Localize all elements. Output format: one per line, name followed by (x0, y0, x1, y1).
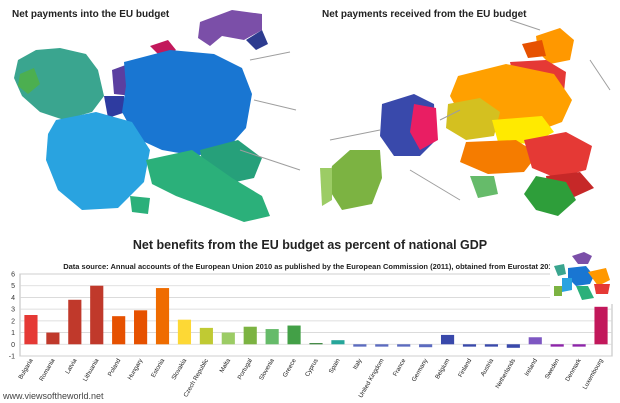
right-map-title: Net payments received from the EU budget (322, 9, 527, 20)
map-region-germany (122, 50, 252, 156)
bar-sweden (550, 344, 564, 347)
y-tick-label: -1 (9, 354, 15, 361)
recipients-cartogram: Net payments received from the EU budget (310, 0, 620, 228)
x-tick-label: Sweden (544, 357, 562, 380)
bar-denmark (572, 344, 586, 347)
chart-subtitle: Data source: Annual accounts of the Euro… (63, 262, 557, 271)
bar-france (397, 344, 411, 347)
x-tick-label: Romania (38, 357, 57, 382)
bar-czech-republic (199, 327, 213, 345)
map-region-finland (246, 30, 268, 50)
map-region-ireland (18, 68, 40, 94)
x-tick-label: Bulgaria (17, 357, 35, 381)
x-tick-label: Austria (479, 357, 495, 378)
bar-chart-svg: -1 0 1 2 3 4 5 6 Bulgaria Romania Latvia Lithuania P… (9, 272, 613, 399)
contributors-map (14, 10, 301, 222)
bar-romania (46, 332, 60, 345)
map-region-portugal (320, 168, 332, 206)
map-region-france (46, 112, 150, 210)
y-tick-label: 5 (11, 283, 15, 290)
map-region-belgium (104, 96, 126, 118)
bar-belgium (440, 334, 455, 345)
chart-title: Net benefits from the EU budget as perce… (132, 238, 488, 252)
bar-cyprus (309, 343, 323, 345)
bar-estonia (155, 288, 170, 345)
y-tick-label: 1 (11, 330, 15, 337)
map-region-slovenia (470, 176, 498, 198)
bar-germany (419, 344, 433, 348)
recipients-map (320, 19, 611, 216)
x-tick-label: Germany (411, 357, 430, 383)
left-map-title: Net payments into the EU budget (12, 9, 170, 20)
y-tick-label: 2 (11, 318, 15, 325)
map-region-italy (146, 150, 270, 222)
map-region-latvia (522, 40, 546, 58)
map-region-uk (14, 48, 104, 120)
x-tick-label: Luxembourg (582, 357, 606, 391)
bar-ireland (528, 337, 542, 345)
bar-austria (484, 344, 498, 347)
bar-slovakia (177, 319, 192, 345)
map-region-spain (328, 150, 382, 210)
x-tick-label: France (392, 357, 408, 378)
bar-netherlands (506, 344, 520, 348)
bar-finland (462, 344, 477, 347)
x-tick-label: Portugal (236, 358, 254, 381)
x-tick-label: Cyprus (304, 358, 320, 378)
inset-map (550, 250, 614, 304)
bar-spain (331, 340, 345, 345)
x-tick-label: Greece (282, 357, 298, 379)
bar-latvia (68, 299, 82, 345)
watermark: www.viewsoftheworld.net (3, 391, 104, 401)
x-tick-label: Estonia (150, 357, 167, 379)
y-tick-label: 0 (11, 342, 15, 349)
x-tick-label: Latvia (64, 357, 79, 375)
map-region-sardinia (130, 196, 150, 214)
map-region-hungary (460, 140, 538, 174)
map-region-czech (446, 98, 500, 140)
x-tick-label: Italy (352, 357, 364, 371)
map-region-greece (524, 176, 576, 216)
map-border-lines (239, 51, 301, 171)
x-tick-label: Slovenia (258, 357, 276, 382)
x-tick-label: Malta (218, 357, 232, 374)
x-tick-label: Netherlands (494, 358, 517, 390)
y-tick-label: 3 (11, 307, 15, 314)
contributors-cartogram: Net payments into the EU budget (0, 0, 310, 228)
y-tick-label: 4 (11, 295, 15, 302)
bar-greece (287, 325, 301, 345)
x-tick-label: Ireland (523, 357, 539, 377)
x-tick-label: Belgium (434, 358, 451, 381)
x-tick-label: Finland (457, 357, 473, 379)
map-region-romania (524, 132, 592, 178)
bar-luxembourg (594, 306, 608, 345)
bar-poland (112, 316, 126, 345)
bar-italy (353, 344, 367, 347)
bar-portugal (243, 326, 257, 345)
bar-hungary (134, 310, 148, 345)
x-tick-label: Denmark (564, 357, 583, 383)
map-region-slovakia (492, 116, 554, 144)
map-region-luxembourg (410, 104, 438, 150)
net-benefits-chart: Net benefits from the EU budget as perce… (0, 228, 620, 403)
map-region-sweden (198, 10, 262, 46)
bar-bulgaria (24, 315, 38, 345)
bar-malta (221, 332, 235, 345)
bar-slovenia (265, 329, 279, 345)
x-tick-label: Lithuania (82, 357, 101, 383)
x-tick-label: Poland (107, 357, 123, 378)
x-tick-label: Hungary (127, 357, 145, 382)
map-border-lines (329, 19, 611, 201)
y-tick-label: 6 (11, 272, 15, 279)
x-tick-label: Slovakia (170, 357, 188, 381)
x-tick-label: Spain (328, 357, 342, 375)
bar-lithuania (90, 285, 104, 345)
bar-united-kingdom (375, 344, 389, 347)
